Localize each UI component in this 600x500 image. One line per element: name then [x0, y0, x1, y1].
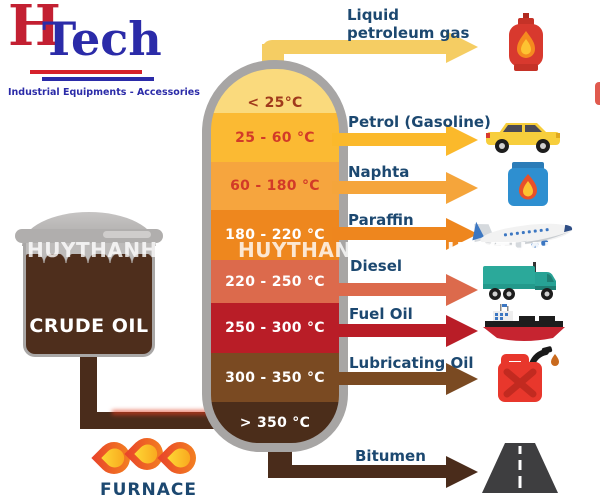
fuel-oil-arrow-head	[446, 315, 478, 347]
tank-lid-highlight	[103, 231, 151, 238]
distillation-column: < 25°C 25 - 60 °C 60 - 180 °C 180 - 220 …	[202, 60, 348, 452]
bitumen-arrow-head	[446, 456, 478, 488]
watermark: HUYTHANH.VN	[27, 238, 200, 262]
paraffin-arrow-head	[446, 218, 478, 250]
label-naphta: Naphta	[348, 163, 410, 181]
crude-oil-tank-lid	[15, 229, 163, 243]
diesel-arrow-head	[446, 274, 478, 306]
truck-icon	[483, 262, 556, 300]
petrol-arrow-body	[332, 133, 446, 146]
crude-oil-label: CRUDE OIL	[29, 315, 149, 337]
oil-can-icon	[498, 346, 559, 402]
tank-outlet-pipe	[80, 355, 97, 429]
band-250-300-label: 250 - 300 °C	[225, 320, 325, 336]
lpg-arrow-body	[262, 40, 446, 54]
lubricating-oil-arrow-body	[332, 372, 446, 385]
band-300-350: 300 - 350 °C	[211, 353, 339, 402]
lpg-arrow-head	[446, 31, 478, 63]
flame-core	[101, 444, 129, 472]
ship-icon	[483, 304, 565, 341]
label-lubricating-oil: Lubricating Oil	[349, 354, 474, 372]
logo-word-tech: Tech	[42, 12, 162, 66]
airplane-icon	[472, 221, 573, 251]
band-60-180-label: 60 - 180 °C	[230, 178, 320, 194]
edge-artifact	[595, 82, 600, 105]
paraffin-arrow-body	[332, 227, 446, 240]
crude-oil-tank: CRUDE OIL	[23, 241, 155, 357]
logo-blue-underline	[42, 77, 154, 81]
car-icon	[486, 123, 560, 153]
band-25-60-label: 25 - 60 °C	[235, 129, 315, 146]
bitumen-arrow-body	[268, 465, 446, 478]
flame-icon	[157, 435, 203, 481]
gas-cylinder-icon	[509, 13, 543, 71]
label-bitumen: Bitumen	[355, 447, 426, 465]
liquid-wave-edge	[26, 254, 152, 272]
label-fuel-oil: Fuel Oil	[349, 305, 413, 323]
band-60-180: 60 - 180 °C	[211, 162, 339, 210]
label-diesel: Diesel	[350, 257, 403, 275]
furnace-pipe	[80, 412, 215, 429]
logo-red-underline	[30, 70, 142, 74]
logo-subtitle: Industrial Equipments - Accessories	[8, 87, 200, 98]
band-250-300: 250 - 300 °C	[211, 303, 339, 353]
watermark: HUYTHANH.VN	[447, 238, 600, 262]
band-gt350: > 350 °C	[211, 402, 339, 443]
naphta-arrow-head	[446, 172, 478, 204]
band-lt25-label: < 25°C	[247, 95, 303, 111]
band-180-220: 180 - 220 °C	[211, 210, 339, 260]
band-gt350-label: > 350 °C	[239, 414, 311, 431]
road-icon	[482, 443, 558, 493]
diesel-arrow-body	[332, 283, 446, 296]
lubricating-oil-arrow-head	[446, 363, 478, 395]
label-petrol: Petrol (Gasoline)	[348, 113, 491, 131]
band-lt25: < 25°C	[211, 69, 339, 113]
fuel-oil-arrow-body	[332, 324, 446, 337]
band-220-250: 220 - 250 °C	[211, 260, 339, 303]
pipe-heat-glow	[112, 410, 212, 415]
band-25-60: 25 - 60 °C	[211, 113, 339, 162]
petrol-arrow-head	[446, 124, 478, 156]
htech-logo: H Tech Industrial Equipments - Accessori…	[6, 0, 200, 102]
logo-letter-h: H	[8, 0, 61, 59]
flammable-container-icon	[508, 162, 548, 206]
furnace-label: FURNACE	[100, 480, 197, 500]
label-paraffin: Paraffin	[348, 211, 414, 229]
band-180-220-label: 180 - 220 °C	[225, 227, 325, 243]
watermark: HUYTHANH.VN	[238, 238, 411, 262]
column-bands: < 25°C 25 - 60 °C 60 - 180 °C 180 - 220 …	[211, 69, 339, 443]
crude-oil-liquid: CRUDE OIL	[26, 254, 152, 354]
naphta-arrow-body	[332, 181, 446, 194]
flame-core	[134, 440, 162, 468]
band-220-250-label: 220 - 250 °C	[225, 273, 325, 290]
band-300-350-label: 300 - 350 °C	[225, 369, 325, 386]
flame-core	[167, 444, 195, 472]
label-lpg: Liquid petroleum gas	[347, 6, 470, 42]
